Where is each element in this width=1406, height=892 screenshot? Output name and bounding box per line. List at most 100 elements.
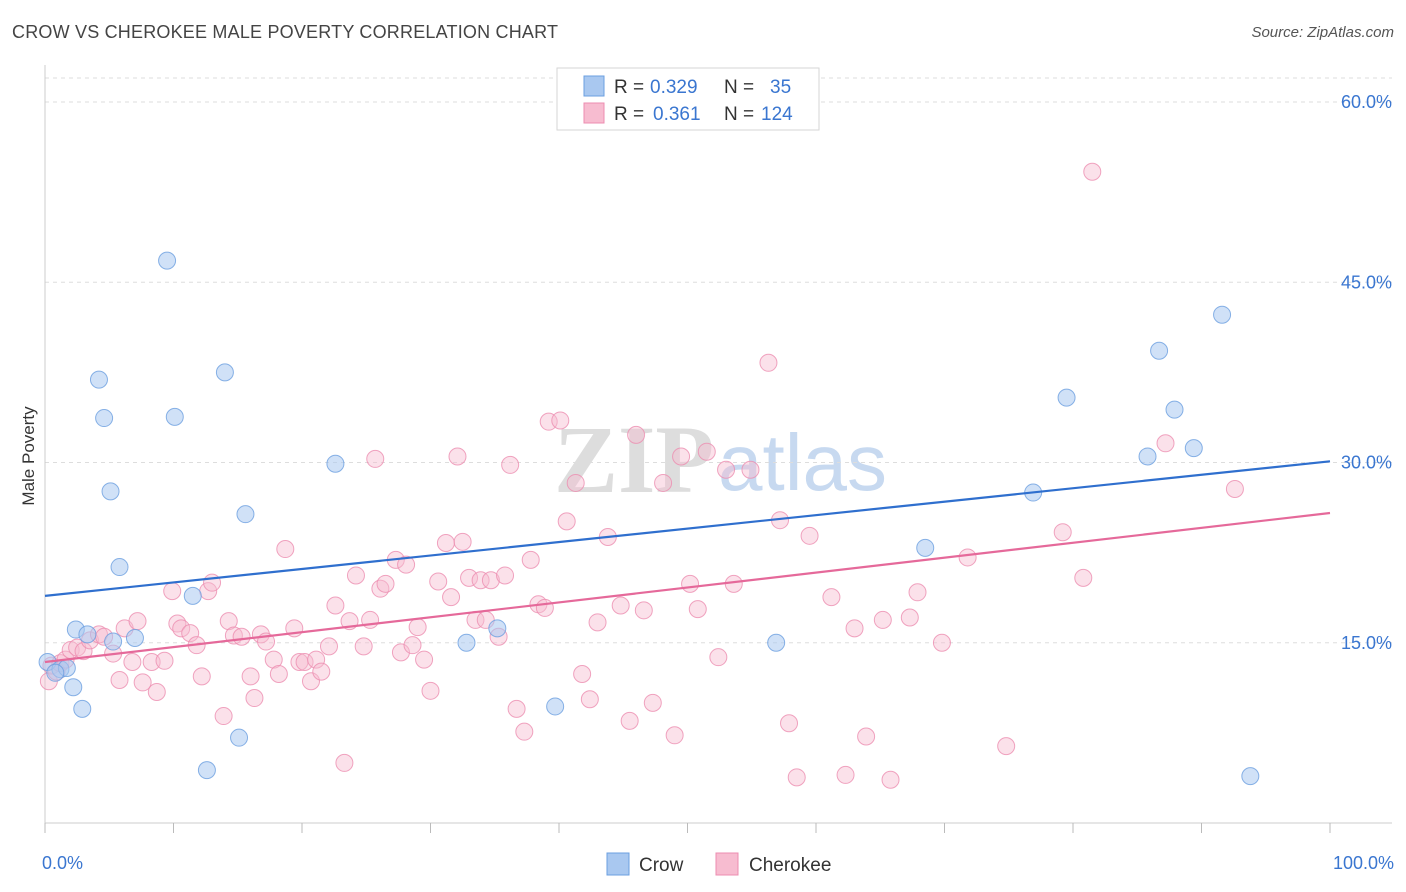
legend-cherokee-n-value: 124 [761,104,793,125]
cherokee-point [588,613,607,632]
cherokee-point [366,449,385,468]
crow-point [230,728,249,747]
x-axis-ticks: 0.0% 100.0% [42,823,1394,873]
cherokee-point [403,636,422,655]
cherokee-point [376,574,395,593]
crow-point [546,697,565,716]
cherokee-point [241,667,260,686]
cherokee-point [717,460,736,479]
legend-crow-n-label: N = [724,77,754,98]
cherokee-point [312,662,331,681]
cherokee-point [741,460,760,479]
cherokee-point [453,532,472,551]
cherokee-point [133,673,152,692]
cherokee-point [665,726,684,745]
cherokee-point [123,652,142,671]
cherokee-point [688,600,707,619]
source-attribution: Source: ZipAtlas.com [1251,24,1394,41]
legend-cherokee-r-value: 0.361 [653,104,701,125]
cherokee-point [881,770,900,789]
cherokee-point [1074,568,1093,587]
crow-point [104,632,123,651]
legend-crow-swatch [583,75,605,97]
cherokee-point [507,699,526,718]
x-tick-label-end: 100.0% [1333,853,1394,873]
cherokee-point [759,353,778,372]
cherokee-point [836,765,855,784]
cherokee-point [611,596,630,615]
cherokee-point [326,596,345,615]
crow-point [457,633,476,652]
cherokee-point [397,555,416,574]
cherokee-point [515,722,534,741]
cherokee-point [276,540,295,559]
bottom-legend-crow-swatch [606,852,630,876]
bottom-legend-cherokee-swatch [715,852,739,876]
cherokee-point [335,753,354,772]
cherokee-point [346,566,365,585]
cherokee-point [654,473,673,492]
cherokee-point [74,642,93,661]
cherokee-point [1156,434,1175,453]
cherokee-point [319,637,338,656]
crow-point [78,625,97,644]
correlation-legend: R = 0.329 N = 35 R = 0.361 N = 124 [556,67,820,131]
chart-title: CROW VS CHEROKEE MALE POVERTY CORRELATIO… [12,22,559,42]
crow-point [236,505,255,524]
axes [44,65,1392,824]
crow-point [110,558,129,577]
crow-point [46,663,65,682]
crow-point [326,454,345,473]
cherokee-point [264,650,283,669]
crow-point [183,586,202,605]
cherokee-point [787,768,806,787]
crow-point [1213,305,1232,324]
bottom-legend-crow-label: Crow [639,855,684,876]
cherokee-point [1053,523,1072,542]
y-tick-label: 30.0% [1341,453,1392,473]
y-axis-label: Male Poverty [19,406,38,506]
cherokee-point [681,574,700,593]
cherokee-point [634,601,653,620]
legend-cherokee-swatch [583,102,605,124]
cherokee-point [780,714,799,733]
cherokee-point [1083,162,1102,181]
crow-point [197,761,216,780]
cherokee-point [471,571,490,590]
cherokee-point [627,425,646,444]
crow-point [158,251,177,270]
cherokee-point [501,455,520,474]
crow-point [1184,439,1203,458]
crow-point [1057,388,1076,407]
crow-point [125,628,144,647]
crow-point [165,407,184,426]
cherokee-point [557,512,576,531]
crow-point [89,370,108,389]
cherokee-point [371,579,390,598]
legend-cherokee-n-label: N = [724,104,754,125]
cherokee-point [481,571,500,590]
cherokee-point [566,473,585,492]
cherokee-point [535,598,554,617]
cherokee-point [643,693,662,712]
cherokee-point [429,572,448,591]
cherokee-point [232,627,251,646]
crow-point [916,538,935,557]
cherokee-point [958,548,977,567]
cherokee-point [997,737,1016,756]
cherokee-trend-line [44,511,1331,664]
x-tick-label-start: 0.0% [42,853,83,873]
zipatlas-watermark: ZIP atlas [554,406,887,513]
cherokee-point [269,665,288,683]
cherokee-point [822,588,841,607]
crow-point [101,482,120,501]
y-tick-label: 60.0% [1341,92,1392,112]
cherokee-point [908,583,927,602]
legend-cherokee-r-label: R = [614,104,644,125]
cherokee-point [580,690,599,709]
cherokee-point [245,689,264,708]
crow-point [1241,767,1260,786]
cherokee-point [573,665,592,683]
watermark-zip-text: ZIP [554,406,714,513]
cherokee-point [521,550,540,569]
